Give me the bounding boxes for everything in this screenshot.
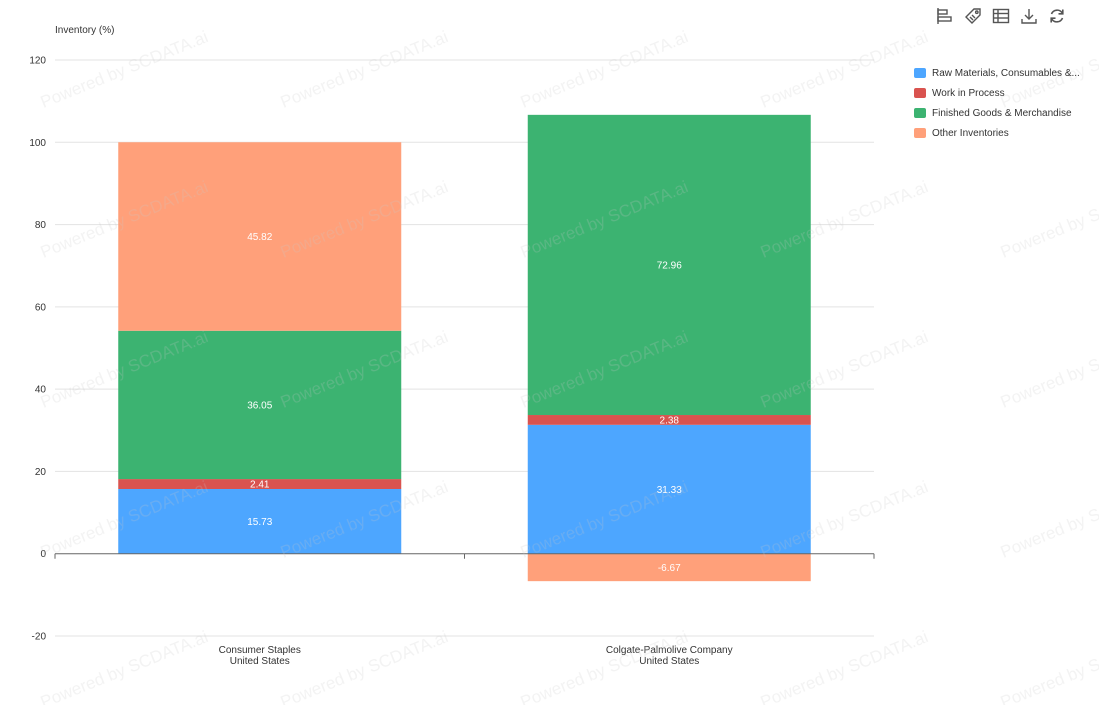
label-toggle-button[interactable] bbox=[962, 5, 984, 27]
y-axis-title: Inventory (%) bbox=[55, 25, 114, 36]
data-labels: 15.73 2.41 36.05 45.82 31.33 2.38 72.96 -6.67 bbox=[247, 232, 682, 574]
y-tick-label: 100 bbox=[29, 138, 46, 149]
bar-chart-icon bbox=[937, 8, 952, 24]
download-button[interactable] bbox=[1018, 5, 1040, 27]
data-view-button[interactable] bbox=[990, 5, 1012, 27]
chart-type-button[interactable] bbox=[934, 5, 956, 27]
legend-swatch bbox=[914, 88, 926, 98]
legend-swatch bbox=[914, 108, 926, 118]
legend-item-raw-materials[interactable]: Raw Materials, Consumables &... bbox=[914, 63, 1080, 83]
legend-label: Other Inventories bbox=[932, 127, 1009, 139]
legend-item-other-inventories[interactable]: Other Inventories bbox=[914, 123, 1080, 143]
refresh-button[interactable] bbox=[1046, 5, 1068, 27]
data-label: 2.38 bbox=[660, 415, 680, 426]
legend-item-work-in-process[interactable]: Work in Process bbox=[914, 83, 1080, 103]
y-axis-ticks: -20 0 20 40 60 80 100 120 bbox=[29, 56, 46, 643]
x-axis bbox=[54, 553, 875, 559]
y-tick-label: 120 bbox=[29, 56, 46, 67]
bar-segment bbox=[527, 415, 811, 425]
table-icon bbox=[992, 8, 1010, 24]
legend-item-finished-goods[interactable]: Finished Goods & Merchandise bbox=[914, 103, 1080, 123]
y-tick-label: 0 bbox=[40, 549, 46, 560]
refresh-icon bbox=[1050, 9, 1064, 23]
legend-label: Finished Goods & Merchandise bbox=[932, 107, 1072, 119]
y-tick-label: 60 bbox=[35, 302, 47, 313]
data-label: 36.05 bbox=[247, 400, 272, 411]
legend-label: Work in Process bbox=[932, 87, 1005, 99]
x-tick-label: Colgate-Palmolive Company United States bbox=[606, 645, 733, 667]
data-label: 45.82 bbox=[247, 232, 272, 243]
tag-icon bbox=[965, 8, 981, 24]
download-icon bbox=[1021, 9, 1037, 24]
chart-toolbar bbox=[934, 5, 1068, 27]
bar-segment bbox=[527, 114, 811, 416]
data-label: 31.33 bbox=[657, 485, 682, 496]
legend-swatch bbox=[914, 68, 926, 78]
y-tick-label: -20 bbox=[32, 632, 47, 643]
data-label: -6.67 bbox=[658, 563, 681, 574]
bar-segment bbox=[527, 553, 811, 582]
y-tick-label: 40 bbox=[35, 385, 47, 396]
x-tick-label: Consumer Staples United States bbox=[219, 645, 301, 667]
bar-segment bbox=[118, 330, 402, 480]
legend-swatch bbox=[914, 128, 926, 138]
data-label: 15.73 bbox=[247, 517, 272, 528]
bar-segment bbox=[527, 424, 811, 554]
x-axis-ticks: Consumer Staples United States Colgate-Pal… bbox=[219, 645, 733, 667]
bar-segment bbox=[118, 142, 402, 331]
y-tick-label: 20 bbox=[35, 467, 47, 478]
chart-legend: Raw Materials, Consumables &... Work in … bbox=[914, 63, 1080, 143]
data-label: 72.96 bbox=[657, 260, 682, 271]
data-label: 2.41 bbox=[250, 480, 270, 491]
y-tick-label: 80 bbox=[35, 220, 47, 231]
bars bbox=[118, 114, 811, 582]
bar-segment bbox=[118, 488, 402, 554]
bar-segment bbox=[118, 479, 402, 489]
legend-label: Raw Materials, Consumables &... bbox=[932, 67, 1080, 79]
